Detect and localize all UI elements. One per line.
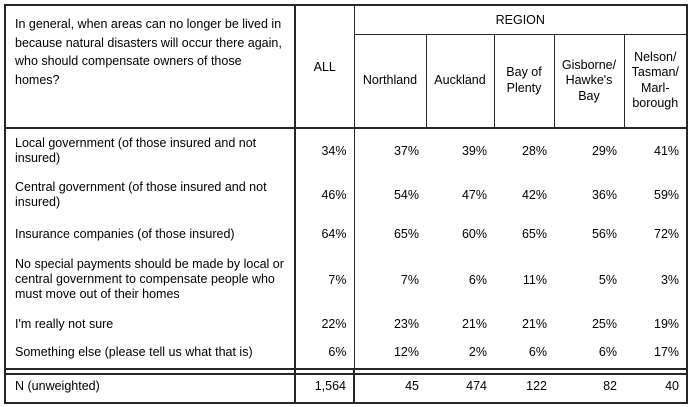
table-row-central-government: Central government (of those insured and… <box>5 173 687 217</box>
cell-all: 7% <box>295 251 355 308</box>
cell-nelson-tasman-marlborough: 41% <box>654 144 680 158</box>
cell-bay-of-plenty: 21% <box>521 317 547 331</box>
cell-northland: 12% <box>393 345 419 359</box>
cell-auckland: 21% <box>461 317 487 331</box>
cell-northland: 37% <box>393 144 419 158</box>
table-row-not-sure: I'm really not sure 22% 23% 21% 21% 25% … <box>5 308 687 340</box>
cell-northland: 45 <box>405 379 419 393</box>
cell-northland: 23% <box>393 317 419 331</box>
cell-gisborne-hawkes-bay: 36% <box>591 188 617 202</box>
cell-auckland: 47% <box>461 188 487 202</box>
question-text: In general, when areas can no longer be … <box>5 5 296 129</box>
cell-nelson-tasman-marlborough: 72% <box>654 227 680 241</box>
cell-nelson-tasman-marlborough: 19% <box>654 317 680 331</box>
column-header-gisborne-hawkes-bay: Gisborne/ Hawke's Bay <box>554 34 625 129</box>
row-label: No special payments should be made by lo… <box>5 251 296 308</box>
table-row-n-unweighted: N (unweighted) 1,564 45 474 122 82 40 <box>5 369 687 403</box>
header-row-regions: Northland Auckland Bay of Plenty Gisborn… <box>5 34 688 129</box>
cell-nelson-tasman-marlborough: 40 <box>665 379 679 393</box>
row-label: Insurance companies (of those insured) <box>5 217 296 251</box>
cell-bay-of-plenty: 28% <box>521 144 547 158</box>
cell-auckland: 6% <box>468 272 487 287</box>
cell-gisborne-hawkes-bay: 82 <box>603 379 617 393</box>
cell-auckland: 474 <box>466 379 487 393</box>
cell-all: 1,564 <box>295 369 355 403</box>
column-header-auckland: Auckland <box>426 34 495 129</box>
column-header-all: ALL <box>295 5 355 129</box>
cell-northland: 65% <box>393 227 419 241</box>
cell-gisborne-hawkes-bay: 25% <box>591 317 617 331</box>
cell-bay-of-plenty: 11% <box>522 272 547 287</box>
cell-nelson-tasman-marlborough: 3% <box>660 272 680 287</box>
cell-bay-of-plenty: 122 <box>526 379 547 393</box>
cell-all: 64% <box>295 217 355 251</box>
cell-northland: 54% <box>393 188 419 202</box>
cell-nelson-tasman-marlborough: 17% <box>654 345 680 359</box>
cell-nelson-tasman-marlborough: 59% <box>654 188 680 202</box>
header-row-region-group: In general, when areas can no longer be … <box>5 5 688 129</box>
cell-auckland: 39% <box>461 144 487 158</box>
table-row-no-special-payments: No special payments should be made by lo… <box>5 251 687 308</box>
row-label: Local government (of those insured and n… <box>5 128 296 173</box>
column-header-nelson-tasman-marlborough: Nelson/ Tasman/ Marl- borough <box>624 34 688 129</box>
cell-bay-of-plenty: 42% <box>521 188 547 202</box>
cell-all: 34% <box>295 128 355 173</box>
cell-all: 22% <box>295 308 355 340</box>
cell-northland: 7% <box>400 272 419 287</box>
column-header-northland: Northland <box>354 34 427 129</box>
row-label: I'm really not sure <box>5 308 296 340</box>
cell-auckland: 2% <box>468 345 487 359</box>
column-group-header-region: REGION <box>354 5 688 35</box>
cell-gisborne-hawkes-bay: 6% <box>598 345 617 359</box>
cell-bay-of-plenty: 65% <box>521 227 547 241</box>
table-row-local-government: Local government (of those insured and n… <box>5 128 687 173</box>
cell-bay-of-plenty: 6% <box>528 345 547 359</box>
cell-gisborne-hawkes-bay: 56% <box>591 227 617 241</box>
table-row-insurance-companies: Insurance companies (of those insured) 6… <box>5 217 687 251</box>
survey-results-table: In general, when areas can no longer be … <box>4 4 689 375</box>
row-label: N (unweighted) <box>5 369 296 403</box>
cell-gisborne-hawkes-bay: 5% <box>598 272 617 287</box>
row-label: Central government (of those insured and… <box>5 173 296 217</box>
cell-gisborne-hawkes-bay: 29% <box>591 144 617 158</box>
column-header-bay-of-plenty: Bay of Plenty <box>494 34 555 129</box>
cell-auckland: 60% <box>461 227 487 241</box>
n-unweighted-table: N (unweighted) 1,564 45 474 122 82 40 <box>4 368 688 404</box>
cell-all: 46% <box>295 173 355 217</box>
